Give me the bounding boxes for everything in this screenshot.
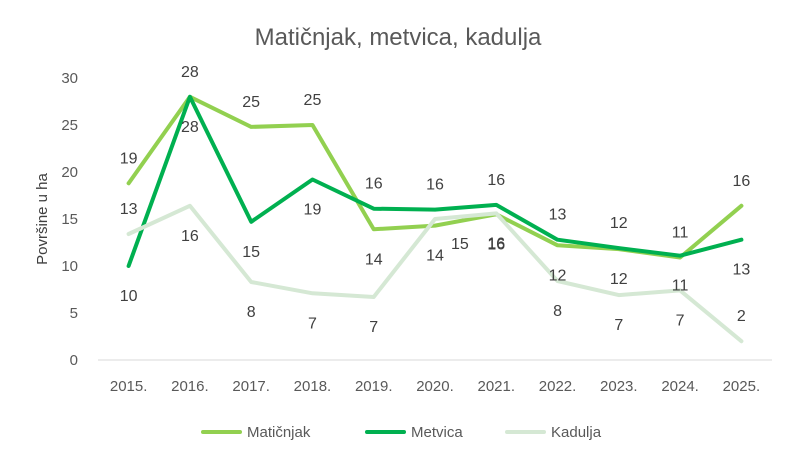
legend-label-metvica: Metvica — [411, 424, 463, 441]
data-label-kadulja: 8 — [247, 304, 256, 321]
legend-label-kadulja: Kadulja — [551, 424, 602, 441]
x-tick-label: 2024. — [661, 378, 699, 395]
data-label-matičnjak: 28 — [181, 64, 199, 81]
x-tick-label: 2022. — [539, 378, 577, 395]
chart-title: Matičnjak, metvica, kadulja — [255, 24, 542, 51]
data-label-kadulja: 16 — [487, 235, 505, 252]
y-tick-label: 15 — [61, 211, 78, 228]
data-label-kadulja: 13 — [120, 201, 138, 218]
data-label-metvica: 12 — [610, 215, 628, 232]
y-tick-label: 5 — [70, 305, 78, 322]
data-label-kadulja: 8 — [553, 303, 562, 320]
x-tick-label: 2019. — [355, 378, 393, 395]
data-label-matičnjak: 19 — [120, 150, 138, 167]
data-label-metvica: 10 — [120, 288, 138, 305]
data-label-kadulja: 7 — [676, 312, 685, 329]
data-label-matičnjak: 14 — [365, 251, 383, 268]
x-tick-label: 2021. — [477, 378, 515, 395]
data-label-metvica: 13 — [732, 262, 750, 279]
data-label-kadulja: 15 — [451, 236, 469, 253]
data-label-matičnjak: 11 — [672, 225, 689, 242]
data-label-matičnjak: 12 — [610, 271, 628, 288]
data-label-metvica: 13 — [549, 207, 567, 224]
data-label-matičnjak: 25 — [304, 92, 322, 109]
series-line-metvica — [126, 94, 744, 268]
data-label-kadulja: 7 — [308, 315, 317, 332]
y-tick-label: 20 — [61, 164, 78, 181]
y-tick-label: 25 — [61, 117, 78, 134]
data-label-kadulja: 7 — [614, 317, 623, 334]
data-label-kadulja: 7 — [369, 319, 378, 336]
x-tick-label: 2025. — [723, 378, 761, 395]
data-label-matičnjak: 14 — [426, 248, 444, 265]
x-tick-label: 2016. — [171, 378, 209, 395]
legend-label-matičnjak: Matičnjak — [247, 424, 311, 441]
y-axis-ticks: 0 5 10 15 20 25 30 — [61, 70, 78, 369]
data-label-kadulja: 16 — [181, 228, 199, 245]
data-label-matičnjak: 16 — [487, 236, 505, 253]
data-label-matičnjak: 16 — [732, 173, 750, 190]
y-tick-label: 30 — [61, 70, 78, 87]
data-label-metvica: 16 — [426, 177, 444, 194]
x-tick-label: 2015. — [110, 378, 148, 395]
legend: Matičnjak Metvica Kadulja — [201, 424, 602, 441]
data-label-metvica: 16 — [365, 176, 383, 193]
x-tick-label: 2023. — [600, 378, 638, 395]
data-label-metvica: 28 — [181, 119, 199, 136]
y-axis-label: Površine u ha — [34, 172, 51, 264]
y-tick-label: 0 — [70, 352, 78, 369]
y-tick-label: 10 — [61, 258, 78, 275]
series-line-kadulja — [126, 203, 744, 344]
x-tick-label: 2018. — [294, 378, 332, 395]
x-tick-label: 2020. — [416, 378, 454, 395]
x-tick-label: 2017. — [232, 378, 270, 395]
data-label-metvica: 19 — [304, 202, 322, 219]
data-label-metvica: 11 — [672, 278, 689, 295]
data-label-matičnjak: 25 — [242, 94, 260, 111]
data-label-matičnjak: 12 — [549, 267, 567, 284]
data-label-kadulja: 2 — [737, 308, 746, 325]
x-axis-ticks: 2015. 2016. 2017. 2018. 2019. 2020. 2021. 2022.… — [110, 378, 760, 395]
series-lines — [126, 94, 744, 344]
data-label-metvica: 15 — [242, 244, 260, 261]
data-label-metvica: 16 — [487, 172, 505, 189]
